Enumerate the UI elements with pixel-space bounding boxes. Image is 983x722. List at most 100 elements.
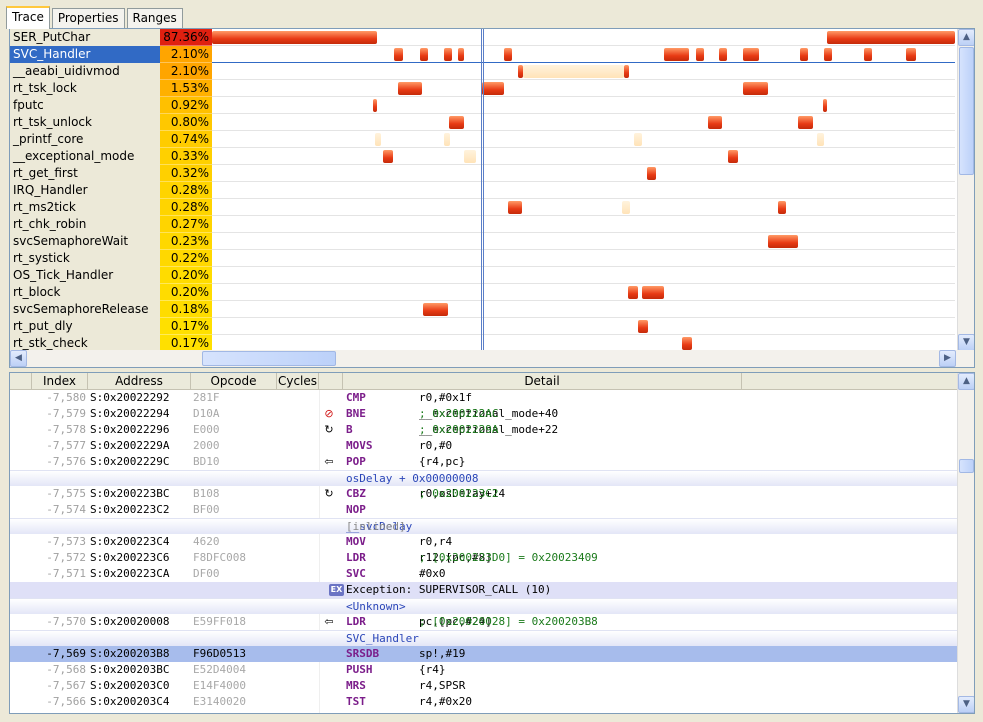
execution-block[interactable] xyxy=(628,286,638,299)
execution-block[interactable] xyxy=(743,48,759,61)
execution-block[interactable] xyxy=(444,48,452,61)
function-name[interactable]: rt_ms2tick xyxy=(10,199,160,216)
function-name[interactable]: OS_Tick_Handler xyxy=(10,267,160,284)
execution-block[interactable] xyxy=(375,133,381,146)
execution-block[interactable] xyxy=(212,31,377,44)
execution-block[interactable] xyxy=(728,150,738,163)
execution-block[interactable] xyxy=(482,82,504,95)
col-address[interactable]: Address xyxy=(88,373,191,389)
execution-block[interactable] xyxy=(798,116,813,129)
function-name[interactable]: IRQ_Handler xyxy=(10,182,160,199)
function-name[interactable]: fputc xyxy=(10,97,160,114)
trace-horizontal-scrollbar[interactable]: ◀ ▶ xyxy=(10,350,974,367)
execution-block[interactable] xyxy=(464,150,476,163)
function-label-row[interactable]: osDelay + 0x00000008 xyxy=(10,470,959,486)
function-name[interactable]: rt_block xyxy=(10,284,160,301)
execution-block[interactable] xyxy=(719,48,727,61)
code-vertical-scrollbar[interactable]: ▲ ▼ xyxy=(957,373,974,713)
execution-block[interactable] xyxy=(778,201,786,214)
execution-block[interactable] xyxy=(423,303,448,316)
function-name[interactable]: rt_get_first xyxy=(10,165,160,182)
function-name[interactable]: rt_put_dly xyxy=(10,318,160,335)
instruction-row[interactable]: -7,567 S:0x200203C0 E14F4000 MRS r4,SPSR xyxy=(10,678,959,694)
execution-block[interactable] xyxy=(827,31,955,44)
execution-block[interactable] xyxy=(508,201,522,214)
col-index[interactable]: Index xyxy=(32,373,88,389)
function-label-row[interactable]: __svcDelay [inlined] xyxy=(10,518,959,534)
execution-block[interactable] xyxy=(398,82,422,95)
function-name[interactable]: svcSemaphoreWait xyxy=(10,233,160,250)
function-name[interactable]: SVC_Handler xyxy=(10,46,160,63)
scroll-thumb[interactable] xyxy=(959,459,974,473)
tab-properties[interactable]: Properties xyxy=(51,8,125,28)
instruction-row[interactable]: -7,580 S:0x20022292 281F CMP r0,#0x1f xyxy=(10,390,959,406)
execution-block[interactable] xyxy=(449,116,464,129)
function-name[interactable]: SER_PutChar xyxy=(10,29,160,46)
tab-trace[interactable]: Trace xyxy=(6,6,50,29)
execution-block[interactable] xyxy=(906,48,916,61)
instruction-row[interactable]: -7,569 S:0x200203B8 F96D0513 SRSDB sp!,#19 xyxy=(10,646,959,662)
instruction-row[interactable]: -7,575 S:0x200223BC B108 ↻ CBZ r0,osDelay+14 … xyxy=(10,486,959,502)
tab-ranges[interactable]: Ranges xyxy=(126,8,183,28)
function-name[interactable]: svcSemaphoreRelease xyxy=(10,301,160,318)
instruction-row[interactable]: -7,573 S:0x200223C4 4620 MOV r0,r4 xyxy=(10,534,959,550)
scroll-right-icon[interactable]: ▶ xyxy=(939,350,956,367)
instruction-row[interactable]: -7,576 S:0x2002229C BD10 ⇦ POP {r4,pc} xyxy=(10,454,959,470)
hscroll-thumb[interactable] xyxy=(202,351,336,366)
execution-block[interactable] xyxy=(394,48,403,61)
execution-block[interactable] xyxy=(634,133,642,146)
function-name[interactable]: rt_systick xyxy=(10,250,160,267)
execution-block[interactable] xyxy=(523,65,624,78)
function-name[interactable]: rt_tsk_lock xyxy=(10,80,160,97)
scroll-left-icon[interactable]: ◀ xyxy=(10,350,27,367)
instruction-row[interactable]: -7,572 S:0x200223C6 F8DFC008 LDR r12,[pc,#8]… xyxy=(10,550,959,566)
execution-block[interactable] xyxy=(817,133,824,146)
timeline-area[interactable] xyxy=(212,29,955,351)
scroll-thumb[interactable] xyxy=(959,47,974,175)
time-cursor[interactable] xyxy=(481,29,484,351)
col-opcode[interactable]: Opcode xyxy=(191,373,277,389)
instruction-row[interactable]: -7,578 S:0x20022296 E000 ↻ B __exceptional_mo… xyxy=(10,422,959,438)
col-detail[interactable]: Detail xyxy=(343,373,742,389)
execution-block[interactable] xyxy=(664,48,689,61)
function-name[interactable]: __exceptional_mode xyxy=(10,148,160,165)
execution-block[interactable] xyxy=(864,48,872,61)
execution-block[interactable] xyxy=(768,235,798,248)
execution-block[interactable] xyxy=(373,99,377,112)
function-name[interactable]: _printf_core xyxy=(10,131,160,148)
function-label-row[interactable]: <Unknown> xyxy=(10,598,959,614)
instruction-row[interactable]: -7,570 S:0x20020008 E59FF018 ⇦ LDR pc,[pc,#24… xyxy=(10,614,959,630)
scroll-down-icon[interactable]: ▼ xyxy=(958,696,974,713)
execution-block[interactable] xyxy=(458,48,464,61)
function-name[interactable]: rt_stk_check xyxy=(10,335,160,352)
execution-block[interactable] xyxy=(696,48,704,61)
execution-block[interactable] xyxy=(800,48,808,61)
instruction-row[interactable]: -7,566 S:0x200203C4 E3140020 TST r4,#0x20 xyxy=(10,694,959,710)
execution-block[interactable] xyxy=(682,337,692,350)
execution-block[interactable] xyxy=(444,133,450,146)
execution-block[interactable] xyxy=(518,65,523,78)
execution-block[interactable] xyxy=(708,116,722,129)
instruction-row[interactable]: -7,571 S:0x200223CA DF00 SVC #0x0 xyxy=(10,566,959,582)
scroll-down-icon[interactable]: ▼ xyxy=(958,334,974,351)
instruction-row[interactable]: -7,574 S:0x200223C2 BF00 NOP xyxy=(10,502,959,518)
trace-vertical-scrollbar[interactable]: ▲ ▼ xyxy=(957,29,974,351)
execution-block[interactable] xyxy=(622,201,630,214)
instruction-row[interactable]: -7,579 S:0x20022294 D10A ⊘ BNE __exceptional_… xyxy=(10,406,959,422)
col-cycles[interactable]: Cycles xyxy=(277,373,319,389)
function-name[interactable]: __aeabi_uidivmod xyxy=(10,63,160,80)
execution-block[interactable] xyxy=(624,65,629,78)
function-name[interactable]: rt_chk_robin xyxy=(10,216,160,233)
execution-block[interactable] xyxy=(647,167,656,180)
execution-block[interactable] xyxy=(420,48,428,61)
scroll-up-icon[interactable]: ▲ xyxy=(958,373,974,390)
execution-block[interactable] xyxy=(642,286,664,299)
execution-block[interactable] xyxy=(824,48,832,61)
execution-block[interactable] xyxy=(383,150,393,163)
execution-block[interactable] xyxy=(743,82,768,95)
execution-block[interactable] xyxy=(504,48,512,61)
scroll-up-icon[interactable]: ▲ xyxy=(958,29,974,46)
instruction-row[interactable]: -7,577 S:0x2002229A 2000 MOVS r0,#0 xyxy=(10,438,959,454)
function-name[interactable]: rt_tsk_unlock xyxy=(10,114,160,131)
instruction-row[interactable]: -7,568 S:0x200203BC E52D4004 PUSH {r4} xyxy=(10,662,959,678)
